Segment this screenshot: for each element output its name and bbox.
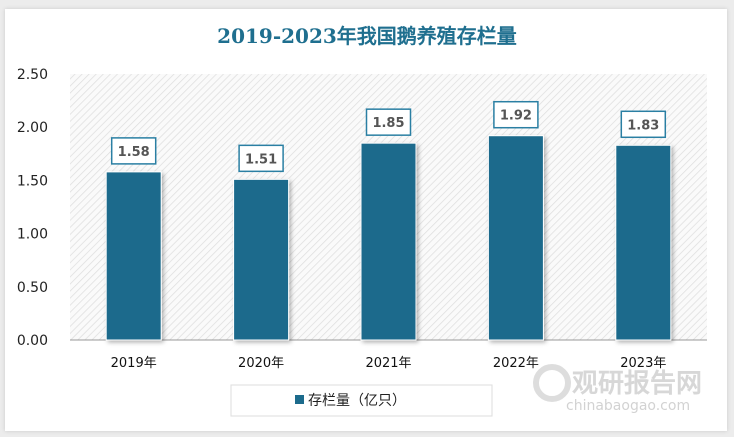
x-tick-label: 2021年 bbox=[365, 356, 411, 371]
y-tick-label: 2.50 bbox=[17, 67, 48, 83]
legend-swatch bbox=[295, 395, 304, 404]
data-label-box bbox=[493, 100, 539, 129]
watermark-logo: 观研报告网 chinabaogao.com bbox=[533, 364, 702, 414]
bar bbox=[615, 144, 672, 341]
data-label-box bbox=[238, 144, 284, 173]
data-label: 1.58 bbox=[118, 145, 150, 160]
x-tick-label: 2019年 bbox=[111, 356, 157, 371]
bar bbox=[105, 171, 162, 341]
watermark-brand: 观研报告网 bbox=[572, 368, 702, 399]
x-tick-label: 2023年 bbox=[620, 356, 666, 371]
bar bbox=[233, 178, 290, 341]
watermark-site: chinabaogao.com bbox=[566, 398, 690, 414]
legend-label: 存栏量（亿只） bbox=[308, 393, 406, 409]
data-label-box bbox=[365, 108, 412, 136]
chart-title: 2019-2023年我国鹅养殖存栏量 bbox=[217, 24, 517, 48]
data-label: 1.92 bbox=[500, 109, 532, 124]
y-tick-label: 0.00 bbox=[17, 333, 48, 349]
data-label: 1.85 bbox=[372, 116, 404, 131]
y-tick-label: 0.50 bbox=[17, 280, 48, 296]
y-tick-label: 1.50 bbox=[17, 173, 48, 189]
x-tick-label: 2022年 bbox=[493, 356, 539, 371]
data-label: 1.51 bbox=[245, 152, 277, 167]
y-tick-label: 1.00 bbox=[17, 227, 48, 243]
legend bbox=[230, 384, 493, 417]
bar bbox=[487, 135, 544, 341]
y-tick-label: 2.00 bbox=[17, 120, 48, 136]
data-label-box bbox=[620, 110, 667, 139]
x-tick-label: 2020年 bbox=[238, 356, 284, 371]
data-label: 1.83 bbox=[627, 118, 659, 133]
data-label-box bbox=[110, 137, 157, 165]
bar bbox=[360, 142, 417, 341]
